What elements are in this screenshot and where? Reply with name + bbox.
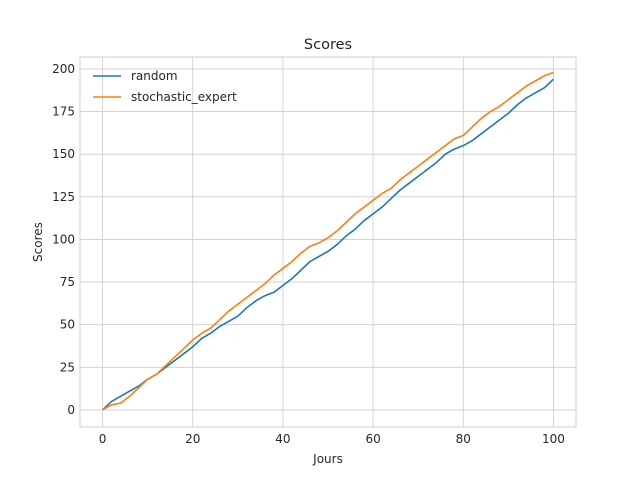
legend: random stochastic_expert (93, 69, 237, 104)
y-tick-label: 175 (52, 105, 75, 119)
y-tick-label: 125 (52, 190, 75, 204)
x-tick-label: 60 (365, 432, 380, 446)
y-tick-label: 100 (52, 232, 75, 246)
series-line-random (102, 78, 554, 411)
y-tick-label: 200 (52, 62, 75, 76)
x-axis-label: Jours (312, 452, 343, 466)
x-tick-label: 20 (185, 432, 200, 446)
y-tick-label: 50 (60, 318, 75, 332)
x-tick-label: 0 (99, 432, 107, 446)
y-tick-label: 75 (60, 275, 75, 289)
y-tick-label: 25 (60, 360, 75, 374)
y-axis-label: Scores (31, 222, 45, 262)
y-axis-ticks: 0 25 50 75 100 125 150 175 200 (52, 62, 75, 417)
x-tick-label: 40 (275, 432, 290, 446)
legend-label: stochastic_expert (131, 90, 237, 104)
y-tick-label: 150 (52, 147, 75, 161)
grid (80, 57, 576, 427)
legend-label: random (131, 69, 178, 83)
chart-title: Scores (304, 37, 352, 53)
series-layer (102, 71, 554, 411)
x-tick-label: 100 (542, 432, 565, 446)
x-axis-ticks: 0 20 40 60 80 100 (99, 432, 565, 446)
plot-frame (79, 56, 577, 428)
series-line-stochastic-expert (102, 71, 554, 411)
plot-background (80, 57, 576, 427)
y-tick-label: 0 (67, 403, 75, 417)
x-tick-label: 80 (456, 432, 471, 446)
